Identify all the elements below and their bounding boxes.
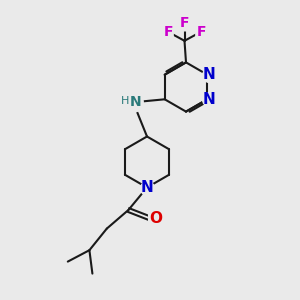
Text: F: F	[180, 16, 189, 30]
Text: N: N	[202, 92, 215, 107]
Text: H: H	[121, 96, 129, 106]
Text: N: N	[130, 95, 141, 109]
Text: F: F	[163, 25, 173, 39]
Text: F: F	[196, 25, 206, 39]
Text: N: N	[202, 67, 215, 82]
Text: O: O	[149, 211, 162, 226]
Text: N: N	[141, 180, 153, 195]
